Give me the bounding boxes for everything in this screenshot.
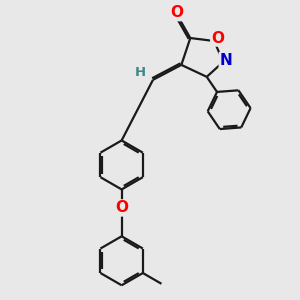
Text: O: O: [211, 31, 224, 46]
Text: O: O: [115, 200, 128, 215]
Text: O: O: [170, 5, 183, 20]
Text: H: H: [135, 66, 146, 79]
Text: N: N: [220, 53, 233, 68]
